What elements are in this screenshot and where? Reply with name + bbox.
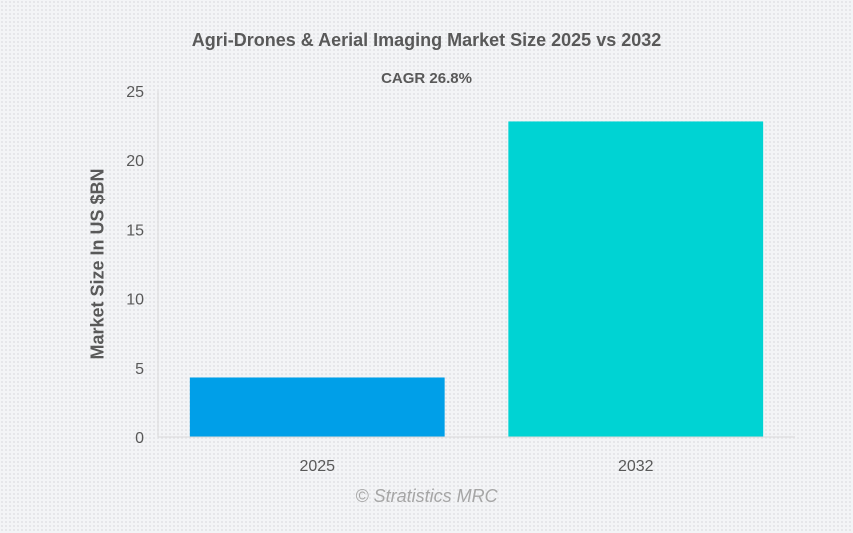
chart-title: Agri-Drones & Aerial Imaging Market Size… [191,30,662,50]
x-tick-label: 2025 [299,458,335,475]
y-tick-label: 15 [126,222,144,239]
y-tick-label: 5 [135,361,144,378]
y-tick-label: 20 [126,153,144,170]
bar-2032 [508,121,764,437]
y-tick-label: 25 [126,84,144,101]
copyright-credit: © Stratistics MRC [355,486,498,506]
y-tick-label: 0 [135,430,144,447]
x-tick-label: 2032 [618,458,654,475]
bar-2025 [189,377,445,437]
y-tick-label: 10 [126,292,144,309]
chart-subtitle: CAGR 26.8% [381,70,472,87]
